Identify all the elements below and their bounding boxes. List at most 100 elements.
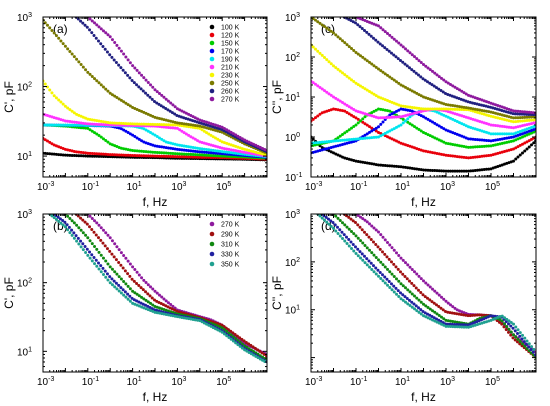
data-point bbox=[128, 153, 132, 157]
data-point bbox=[408, 144, 412, 148]
data-point bbox=[352, 158, 356, 162]
data-point bbox=[370, 251, 374, 255]
data-point bbox=[254, 354, 258, 358]
data-point bbox=[455, 323, 459, 327]
data-point bbox=[162, 118, 166, 122]
data-point bbox=[395, 292, 399, 296]
data-point bbox=[227, 331, 231, 335]
data-point bbox=[422, 168, 425, 172]
data-point bbox=[473, 137, 477, 141]
data-point bbox=[363, 218, 367, 222]
data-point bbox=[442, 169, 446, 173]
data-point bbox=[489, 139, 493, 143]
data-point bbox=[503, 106, 506, 110]
data-point bbox=[77, 113, 81, 117]
data-point bbox=[359, 54, 362, 58]
data-point bbox=[119, 263, 123, 267]
data-point bbox=[368, 136, 371, 140]
data-point bbox=[376, 268, 380, 272]
data-point bbox=[388, 243, 392, 247]
data-point bbox=[220, 326, 224, 330]
data-point bbox=[258, 357, 262, 361]
data-point bbox=[417, 93, 421, 97]
data-point bbox=[333, 223, 337, 227]
y-tick-label: 103 bbox=[17, 209, 32, 221]
data-point bbox=[476, 128, 479, 132]
data-point bbox=[459, 97, 463, 101]
data-point bbox=[235, 334, 239, 338]
data-point bbox=[354, 137, 358, 141]
data-point bbox=[169, 155, 173, 158]
data-point bbox=[491, 153, 495, 157]
legend-marker bbox=[209, 24, 215, 30]
data-point bbox=[449, 154, 452, 158]
data-point bbox=[365, 59, 369, 63]
data-point bbox=[414, 71, 418, 75]
data-point bbox=[401, 272, 405, 276]
data-point bbox=[123, 269, 127, 273]
data-point bbox=[505, 107, 509, 111]
data-point bbox=[444, 318, 448, 322]
data-point bbox=[383, 275, 387, 279]
data-point bbox=[135, 149, 139, 153]
data-point bbox=[327, 222, 331, 226]
data-point bbox=[180, 144, 184, 148]
data-point bbox=[327, 109, 331, 113]
data-point bbox=[397, 108, 401, 112]
data-point bbox=[86, 117, 90, 121]
data-point bbox=[169, 119, 173, 123]
data-point bbox=[399, 107, 403, 111]
data-point bbox=[419, 107, 423, 111]
data-point bbox=[81, 151, 85, 155]
data-point bbox=[455, 325, 459, 329]
data-point bbox=[200, 128, 204, 132]
data-point bbox=[455, 312, 459, 316]
data-point bbox=[444, 299, 448, 303]
data-point bbox=[48, 152, 52, 156]
data-point bbox=[173, 314, 177, 318]
data-point bbox=[318, 21, 322, 25]
data-point bbox=[446, 92, 450, 96]
data-point bbox=[387, 280, 391, 284]
data-point bbox=[473, 101, 477, 105]
data-point bbox=[419, 277, 423, 281]
data-point bbox=[345, 138, 349, 142]
data-point bbox=[437, 111, 441, 115]
data-point bbox=[341, 109, 344, 113]
data-point bbox=[110, 283, 114, 287]
data-point bbox=[363, 122, 367, 126]
data-point bbox=[424, 315, 428, 319]
data-point bbox=[431, 318, 435, 322]
data-point bbox=[460, 310, 464, 314]
data-point bbox=[95, 152, 99, 156]
data-point bbox=[191, 317, 195, 321]
data-point bbox=[166, 125, 170, 129]
data-point bbox=[359, 17, 362, 21]
data-point bbox=[350, 246, 354, 250]
data-point bbox=[487, 122, 491, 126]
data-point bbox=[347, 45, 351, 49]
data-point bbox=[104, 152, 108, 156]
data-point bbox=[72, 236, 76, 240]
data-point bbox=[514, 146, 518, 150]
data-point bbox=[320, 216, 324, 220]
data-point bbox=[218, 139, 222, 143]
data-point bbox=[173, 120, 177, 124]
data-point bbox=[356, 159, 360, 163]
data-point bbox=[149, 122, 153, 126]
data-point bbox=[494, 124, 497, 128]
data-point bbox=[401, 121, 405, 125]
data-point bbox=[88, 250, 92, 254]
data-point bbox=[464, 145, 468, 149]
data-point bbox=[229, 151, 233, 155]
data-point bbox=[66, 106, 70, 110]
data-point bbox=[128, 104, 132, 108]
data-point bbox=[395, 125, 398, 129]
data-point bbox=[320, 23, 324, 27]
data-point bbox=[249, 151, 253, 155]
data-point bbox=[498, 132, 502, 136]
data-point bbox=[505, 317, 509, 321]
data-point bbox=[110, 38, 114, 42]
data-point bbox=[189, 113, 193, 117]
data-point bbox=[464, 115, 468, 119]
